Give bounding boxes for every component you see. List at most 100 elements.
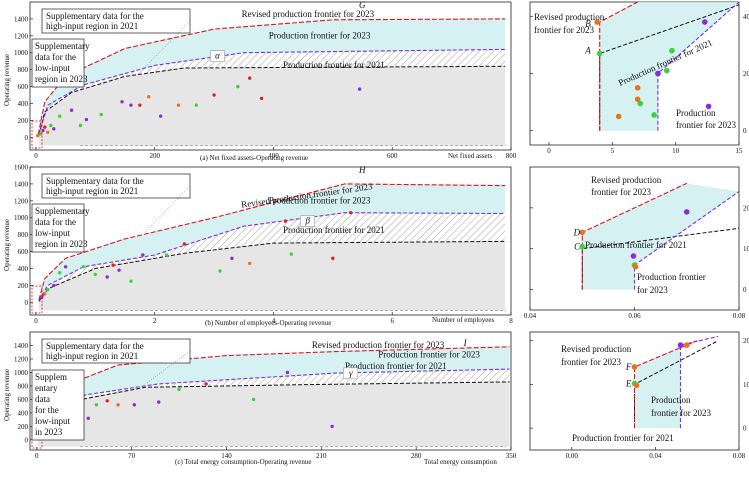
data-point <box>36 133 40 138</box>
region-2021-fill <box>38 66 506 146</box>
supp-high-label: Supplementary data for the <box>46 11 144 21</box>
data-point <box>120 100 124 104</box>
data-point <box>157 400 161 404</box>
y-tick-label: 200 <box>18 423 29 431</box>
data-point <box>331 256 335 261</box>
y-tick-label: 600 <box>18 248 29 256</box>
data-point <box>664 67 670 74</box>
frontier-revised-line <box>633 340 698 429</box>
data-point <box>147 95 151 99</box>
revised-frontier-label: frontier for 2023 <box>561 357 621 367</box>
pf-2021-label: Production frontier for 2021 <box>572 433 674 443</box>
panel-a-frame <box>29 1 512 151</box>
pf-2023-label: Production frontier for 2023 <box>378 350 480 360</box>
data-point <box>634 96 641 103</box>
supp-high-label: high-input region in 2021 <box>46 186 138 196</box>
panel-a-xlabel: Net fixed assets <box>448 152 493 160</box>
data-point <box>633 382 640 389</box>
panel-c-ylabel: Operating revenue <box>3 369 11 421</box>
data-point <box>289 252 293 256</box>
data-point <box>116 403 120 407</box>
panel-c-main-chart: Operating revenue Total energy consumpti… <box>3 331 517 466</box>
panel-c-zoom-plot: 0.00 0.04 0.08 0 10 20 Revised production front… <box>530 335 749 460</box>
pf-2023-label: Production frontier for 2023 <box>269 30 371 40</box>
y-tick-label: 0 <box>743 127 747 135</box>
data-point <box>164 253 169 257</box>
data-point <box>204 382 208 386</box>
x-tick-label: 0 <box>547 147 551 155</box>
y-tick-label: 400 <box>18 265 29 273</box>
leader-line <box>145 185 191 233</box>
data-point <box>631 364 638 370</box>
data-point <box>141 253 145 257</box>
point-label-e: E <box>625 379 632 389</box>
y-tick-label: 200 <box>18 282 29 290</box>
data-point <box>683 342 690 348</box>
data-point <box>594 19 600 25</box>
revised-frontier-label: frontier for 2023 <box>534 25 594 35</box>
data-point <box>330 424 334 429</box>
leader-line <box>145 350 191 384</box>
supp-low-label: entary <box>35 383 58 393</box>
data-point <box>117 268 121 272</box>
y-tick-label: 1000 <box>14 214 29 222</box>
x-tick-label: 0 <box>34 317 38 325</box>
point-label: G <box>359 0 366 10</box>
panel-b-frame <box>29 166 512 316</box>
y-tick-label: 1000 <box>14 369 29 377</box>
data-point <box>158 114 163 118</box>
x-tick-label: 15 <box>736 147 744 155</box>
x-tick-label: 0.04 <box>524 312 537 320</box>
region-revised-fill <box>38 183 506 301</box>
frontier-2021-line <box>38 65 506 136</box>
supp-high-label: high-input region in 2021 <box>46 351 138 361</box>
data-point <box>52 283 56 288</box>
supp-low-label: data <box>35 394 50 404</box>
data-point <box>105 275 109 279</box>
x-tick-label: 70 <box>128 452 136 460</box>
supp-low-box <box>31 369 85 441</box>
frontier-2023-line <box>679 335 719 429</box>
frontier-2023-line <box>38 48 506 135</box>
y-tick-label: 200 <box>18 117 29 125</box>
supp-low-box <box>31 203 85 253</box>
data-point <box>129 279 133 283</box>
panel-a-main-chart: Operating revenue Net fixed assets (a) N… <box>3 0 517 162</box>
y-tick-label: 1000 <box>14 49 29 57</box>
pf-2023-label: Production frontier for 2023 <box>269 195 371 205</box>
revised-frontier-label: Revised production <box>591 175 662 185</box>
data-point <box>637 100 643 107</box>
supp-low-label: Supplementary <box>35 41 90 51</box>
y-tick-label: 0 <box>25 436 29 444</box>
data-point <box>86 416 90 421</box>
data-point <box>43 125 47 129</box>
data-point <box>81 265 86 269</box>
revised-frontier-label: Revised production <box>534 12 605 22</box>
pf-2021-label: Production frontier for 2021 <box>283 60 385 70</box>
y-tick-label: 0 <box>25 134 29 142</box>
panel-a-plot: 0 200 400 600 800 0 200 400 600 800 1000 1200 1400 Su… <box>14 0 517 160</box>
data-point <box>259 96 264 101</box>
data-point <box>702 19 708 25</box>
data-point <box>105 399 109 403</box>
revised-frontier-label: frontier for 2023 <box>591 187 651 197</box>
data-point <box>248 261 252 266</box>
panel-c-plot: 0 70 140 210 280 350 0 200 400 600 800 1000 1200 1400… <box>14 338 517 460</box>
pf-2023-label: Production <box>651 395 691 405</box>
supp-high-box <box>41 338 191 364</box>
data-point <box>111 263 115 267</box>
data-point <box>579 229 586 236</box>
y-tick-label: 0 <box>743 286 747 294</box>
panel-b-zoom-plot: 0.04 0.06 0.08 0 10 20 Revised production front… <box>524 175 749 320</box>
data-point <box>283 219 288 223</box>
data-point <box>69 108 74 112</box>
point-label-b: B <box>585 18 591 28</box>
panel-b-zoom-chart: 0.04 0.06 0.08 0 10 20 Revised production front… <box>524 166 749 320</box>
region-hatched <box>38 212 506 302</box>
supp-low-label: for the <box>35 405 59 415</box>
y-tick-label: 40 <box>743 13 749 21</box>
region-hatched <box>37 369 510 439</box>
y-tick-label: 10 <box>743 245 749 253</box>
data-point <box>630 253 637 259</box>
x-tick-label: 0.08 <box>733 452 746 460</box>
